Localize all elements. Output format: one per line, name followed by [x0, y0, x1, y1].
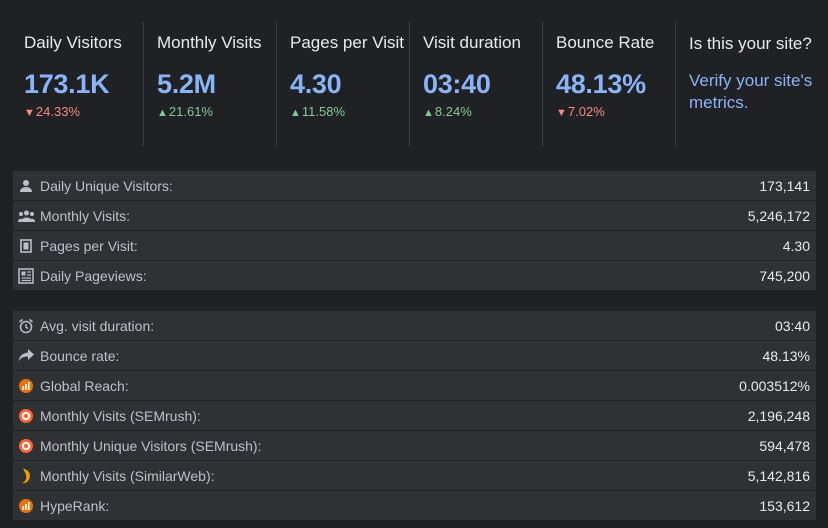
- newspaper-icon: [13, 267, 39, 284]
- stat-label: Visit duration: [423, 33, 521, 52]
- stat-change-value: 21.61%: [168, 104, 213, 119]
- stat-value: 173.1K: [24, 69, 110, 99]
- down-arrow-icon: ▼: [24, 107, 35, 119]
- table-row: Monthly Visits (SimilarWeb): 5,142,816: [13, 461, 816, 491]
- verify-question: Is this your site?: [689, 34, 812, 53]
- verify-metrics-link[interactable]: Verify your site's metrics.: [689, 71, 813, 112]
- stat-change-value: 24.33%: [35, 104, 80, 119]
- stat-change-value: 11.58%: [301, 104, 346, 119]
- row-label: Avg. visit duration:: [40, 317, 155, 334]
- table-row: HypeRank: 153,612: [13, 491, 816, 521]
- table-row: Monthly Visits (SEMrush): 2,196,248: [13, 401, 816, 431]
- row-label: HypeRank:: [40, 497, 110, 514]
- verify-panel: Is this your site? Verify your site's me…: [676, 22, 816, 146]
- stat-visit-duration: Visit duration 03:40 ▲8.24%: [410, 22, 543, 146]
- semrush-icon: [13, 408, 39, 423]
- similarweb-icon: [13, 468, 39, 484]
- row-value: 4.30: [782, 237, 810, 254]
- stat-label: Bounce Rate: [556, 33, 655, 52]
- page-icon: [13, 238, 39, 253]
- traffic-table: Daily Unique Visitors: 173,141 Monthly V…: [13, 171, 816, 291]
- stat-change: ▼7.02%: [556, 104, 675, 121]
- row-value: 2,196,248: [747, 407, 810, 424]
- table-row: Monthly Unique Visitors (SEMrush): 594,4…: [13, 431, 816, 461]
- row-label: Bounce rate:: [40, 347, 120, 364]
- stat-change-value: 8.24%: [434, 104, 472, 119]
- alarm-clock-icon: [13, 318, 39, 334]
- down-arrow-icon: ▼: [556, 107, 567, 119]
- table-row: Global Reach: 0.003512%: [13, 371, 816, 401]
- row-value: 5,246,172: [747, 207, 810, 224]
- table-row: Monthly Visits: 5,246,172: [13, 201, 816, 231]
- row-value: 594,478: [759, 437, 810, 454]
- stat-pages-per-visit: Pages per Visit 4.30 ▲11.58%: [277, 22, 410, 146]
- row-value: 48.13%: [762, 347, 810, 364]
- hypestat-icon: [13, 378, 39, 393]
- row-label: Daily Unique Visitors:: [40, 177, 173, 194]
- stat-label: Pages per Visit: [290, 33, 405, 52]
- table-row: Avg. visit duration: 03:40: [13, 311, 816, 341]
- stat-change-value: 7.02%: [567, 104, 605, 119]
- hypestat-icon: [13, 498, 39, 513]
- stat-change: ▲21.61%: [157, 104, 276, 121]
- stat-change: ▲8.24%: [423, 104, 542, 121]
- group-icon: [13, 210, 39, 222]
- stat-daily-visitors: Daily Visitors 173.1K ▼24.33%: [11, 22, 144, 146]
- row-label: Global Reach:: [40, 377, 129, 394]
- table-row: Bounce rate: 48.13%: [13, 341, 816, 371]
- up-arrow-icon: ▲: [423, 107, 434, 119]
- stat-value: 48.13%: [556, 69, 646, 99]
- person-icon: [13, 179, 39, 193]
- stat-value: 5.2M: [157, 69, 216, 99]
- up-arrow-icon: ▲: [290, 107, 301, 119]
- up-arrow-icon: ▲: [157, 107, 168, 119]
- row-label: Monthly Visits (SEMrush):: [40, 407, 201, 424]
- stat-label: Daily Visitors: [24, 33, 122, 52]
- stat-value: 4.30: [290, 69, 342, 99]
- row-value: 153,612: [759, 497, 810, 514]
- table-row: Pages per Visit: 4.30: [13, 231, 816, 261]
- row-value: 03:40: [774, 317, 810, 334]
- stat-monthly-visits: Monthly Visits 5.2M ▲21.61%: [144, 22, 277, 146]
- row-value: 5,142,816: [747, 467, 810, 484]
- row-label: Daily Pageviews:: [40, 267, 147, 284]
- stat-label: Monthly Visits: [157, 33, 262, 52]
- row-label: Monthly Visits:: [40, 207, 130, 224]
- semrush-icon: [13, 438, 39, 453]
- row-label: Monthly Unique Visitors (SEMrush):: [40, 437, 262, 454]
- stats-bar: Daily Visitors 173.1K ▼24.33% Monthly Vi…: [11, 22, 817, 146]
- stat-bounce-rate: Bounce Rate 48.13% ▼7.02%: [543, 22, 676, 146]
- stat-change: ▼24.33%: [24, 104, 143, 121]
- row-value: 0.003512%: [739, 377, 810, 394]
- stat-change: ▲11.58%: [290, 104, 409, 121]
- row-value: 745,200: [759, 267, 810, 284]
- row-value: 173,141: [759, 177, 810, 194]
- table-row: Daily Unique Visitors: 173,141: [13, 171, 816, 201]
- table-row: Daily Pageviews: 745,200: [13, 261, 816, 291]
- engagement-table: Avg. visit duration: 03:40 Bounce rate: …: [13, 311, 816, 521]
- row-label: Pages per Visit:: [40, 237, 138, 254]
- row-label: Monthly Visits (SimilarWeb):: [40, 467, 215, 484]
- share-arrow-icon: [13, 349, 39, 362]
- stat-value: 03:40: [423, 69, 491, 99]
